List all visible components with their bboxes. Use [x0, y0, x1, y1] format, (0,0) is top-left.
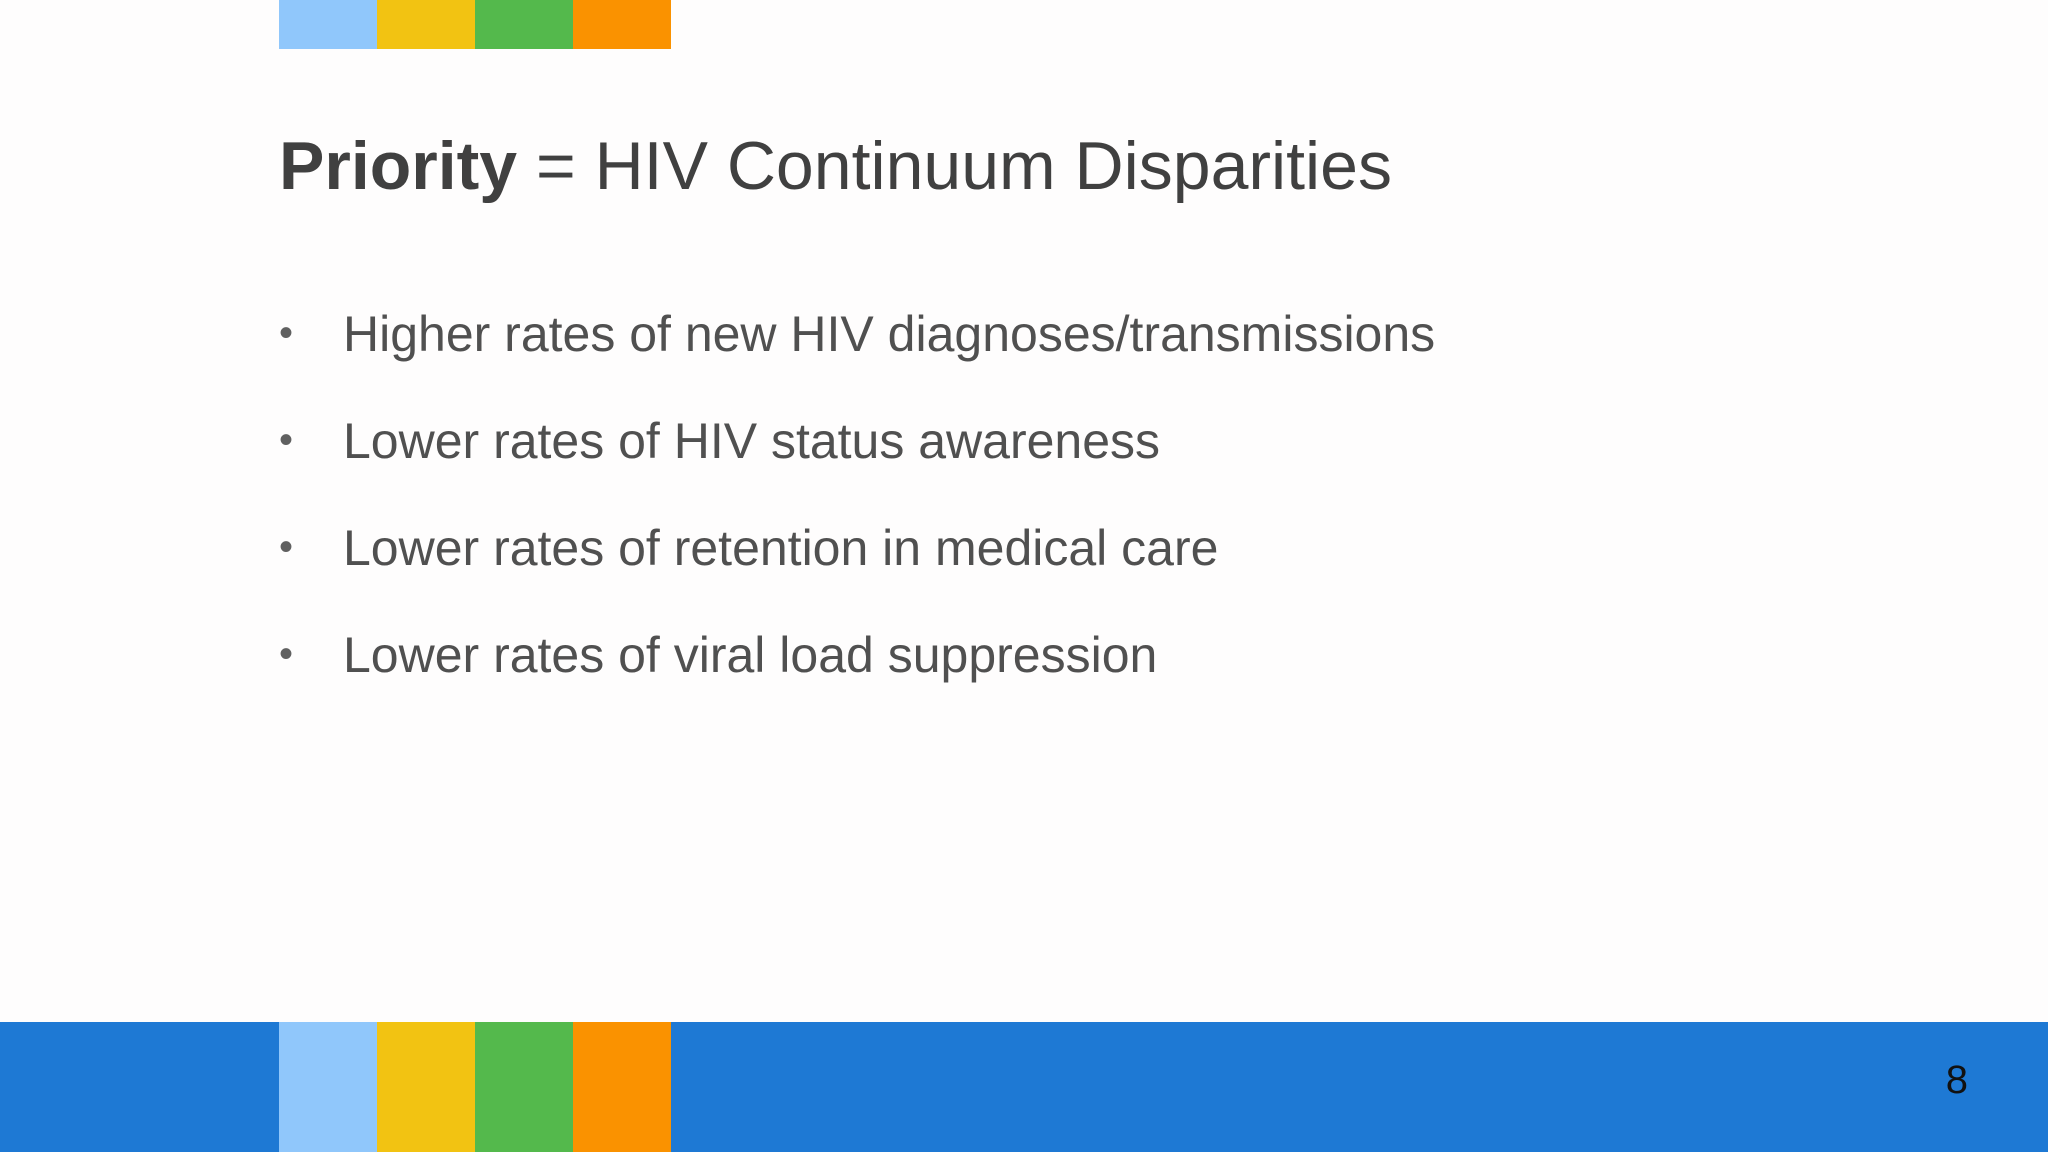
footer-bar: 8 — [0, 1022, 2048, 1152]
top-color-strip — [279, 0, 671, 49]
bullet-icon: • — [279, 418, 294, 462]
strip-orange — [573, 1022, 671, 1152]
bullet-text: Lower rates of viral load suppression — [343, 626, 1158, 683]
strip-light-blue — [279, 0, 377, 49]
list-item: • Lower rates of HIV status awareness — [279, 387, 1435, 494]
strip-light-blue — [279, 1022, 377, 1152]
bullet-text: Lower rates of retention in medical care — [343, 519, 1219, 576]
bottom-color-strip — [279, 1022, 671, 1152]
strip-orange — [573, 0, 671, 49]
bullet-icon: • — [279, 525, 294, 569]
strip-green — [475, 1022, 573, 1152]
bullet-text: Higher rates of new HIV diagnoses/transm… — [343, 305, 1436, 362]
bullet-icon: • — [279, 311, 294, 355]
title-bold-part: Priority — [279, 128, 518, 204]
page-number: 8 — [1945, 1058, 1968, 1102]
strip-green — [475, 0, 573, 49]
bullet-icon: • — [279, 632, 294, 676]
bullet-list: • Higher rates of new HIV diagnoses/tran… — [279, 280, 1435, 708]
strip-yellow — [377, 0, 475, 49]
slide-title: Priority = HIV Continuum Disparities — [279, 132, 1392, 200]
title-rest: = HIV Continuum Disparities — [517, 128, 1392, 204]
list-item: • Higher rates of new HIV diagnoses/tran… — [279, 280, 1435, 387]
strip-yellow — [377, 1022, 475, 1152]
list-item: • Lower rates of retention in medical ca… — [279, 494, 1435, 601]
list-item: • Lower rates of viral load suppression — [279, 601, 1435, 708]
bullet-text: Lower rates of HIV status awareness — [343, 412, 1161, 469]
